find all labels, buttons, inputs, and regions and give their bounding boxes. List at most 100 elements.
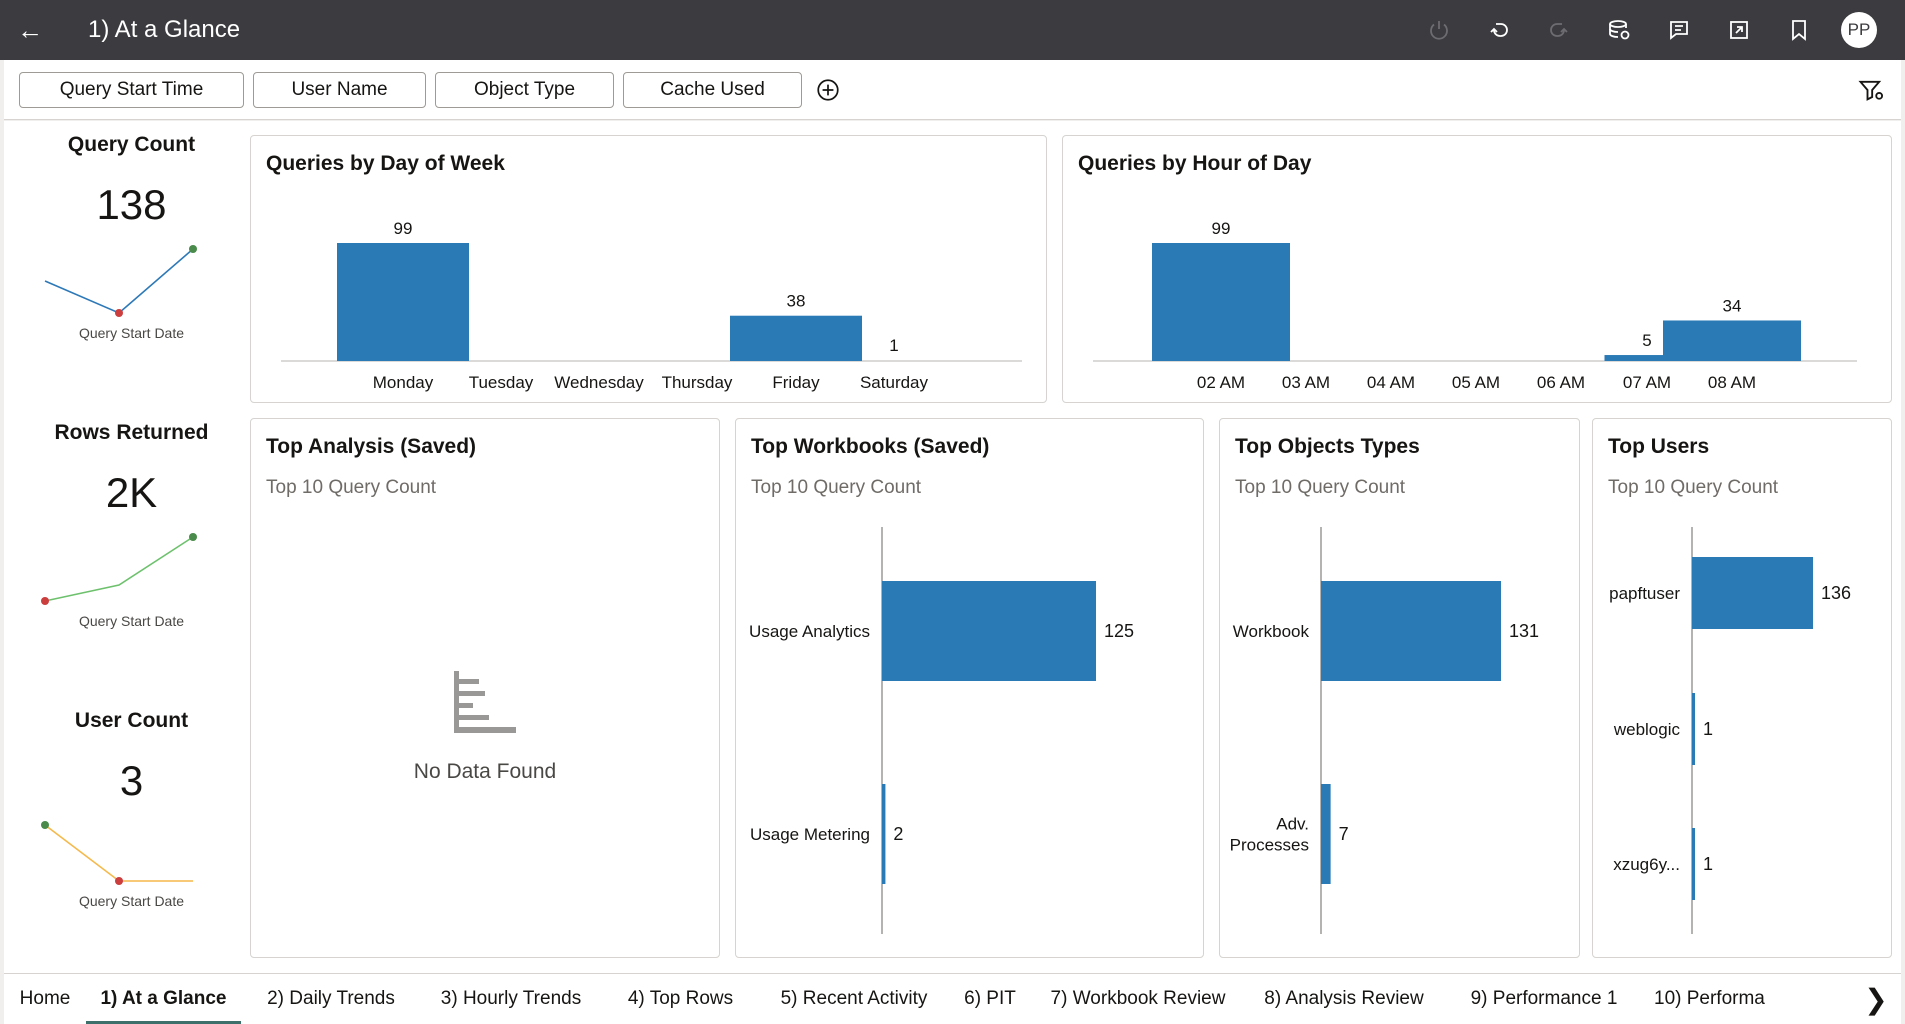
- sparkline-line: [44, 536, 193, 602]
- panel-top-analysis[interactable]: Top Analysis (Saved) Top 10 Query Count …: [250, 418, 720, 958]
- empty-message: No Data Found: [413, 760, 557, 783]
- x-tick-label: Tuesday: [469, 373, 534, 392]
- bar: [1692, 557, 1813, 629]
- bar: [1692, 693, 1695, 765]
- sparkline-point: [114, 309, 123, 317]
- tab-home[interactable]: Home: [19, 988, 71, 1009]
- panel-top-object-types[interactable]: Workbook 131 Adv. Processes 7 Top Objects Ty…: [1219, 418, 1580, 958]
- kpi-axis-label: Query Start Date: [78, 613, 185, 629]
- chart-queries-by-hour: 02 AM 99 03 AM 04 AM 05 AM 06 AM 07 AM 5 08 AM 34: [1093, 219, 1857, 392]
- x-tick-label: Thursday: [662, 373, 733, 392]
- bar: [882, 581, 1096, 681]
- bar: [1604, 355, 1690, 361]
- x-tick-label: 08 AM: [1708, 373, 1756, 392]
- plus-circle-icon[interactable]: [815, 77, 841, 103]
- data-label: 7: [1339, 824, 1349, 844]
- sparkline-point: [114, 877, 123, 885]
- tab-analysis-review[interactable]: 8) Analysis Review: [1264, 988, 1424, 1009]
- kpi-value: 2K: [105, 469, 158, 516]
- kpi-query-count[interactable]: Query Count 138 Query Start Date: [24, 133, 239, 341]
- data-label: 99: [394, 219, 413, 238]
- x-tick-label: 05 AM: [1452, 373, 1500, 392]
- comments-icon: [1670, 21, 1688, 40]
- tab-performance-2[interactable]: 10) Performa: [1654, 988, 1765, 1009]
- x-tick-label: Saturday: [860, 373, 929, 392]
- category-label: Usage Analytics: [749, 622, 870, 641]
- panel-top-workbooks[interactable]: Usage Analytics 125 Usage Metering 2 Top Wo…: [735, 418, 1204, 958]
- kpi-user-count[interactable]: User Count 3 Query Start Date: [24, 709, 239, 909]
- tabs-scroll-right-button[interactable]: ❯: [1851, 974, 1901, 1024]
- dashboard-canvas: Query Count 138 Query Start Date Rows Re…: [4, 121, 1901, 973]
- sparkline: [40, 821, 193, 885]
- export-button[interactable]: [1709, 0, 1769, 60]
- toolbar: PP: [1409, 0, 1877, 60]
- refresh-icon: [1430, 21, 1448, 40]
- x-tick-label: 03 AM: [1282, 373, 1330, 392]
- kpi-rows-returned[interactable]: Rows Returned 2K Query Start Date: [24, 421, 239, 629]
- sparkline-point: [188, 245, 197, 253]
- x-tick-label: Wednesday: [554, 373, 644, 392]
- filter-query-start-time[interactable]: Query Start Time: [19, 71, 244, 108]
- filter-object-type[interactable]: Object Type: [435, 71, 614, 108]
- undo-button[interactable]: [1469, 0, 1529, 60]
- panel-top-users[interactable]: papftuser 136 weblogic 1 xzug6y... 1 Top User…: [1592, 418, 1892, 958]
- panel-queries-by-day[interactable]: Monday 99 Tuesday Wednesday Thursday Friday 38…: [250, 135, 1047, 403]
- category-label: Processes: [1230, 836, 1309, 855]
- category-label: Workbook: [1233, 622, 1310, 641]
- kpi-axis-label: Query Start Date: [78, 893, 185, 909]
- data-label: 38: [787, 292, 806, 311]
- panel-subtitle: Top 10 Query Count: [266, 477, 437, 498]
- kpi-value: 3: [119, 757, 144, 804]
- data-label: 1: [1703, 854, 1713, 874]
- tab-pit[interactable]: 6) PIT: [964, 988, 1016, 1009]
- data-label: 136: [1821, 583, 1851, 603]
- bar: [1321, 581, 1501, 681]
- tab-recent-activity[interactable]: 5) Recent Activity: [780, 988, 928, 1009]
- kpi-title: Query Count: [67, 133, 196, 156]
- data-refresh-button[interactable]: [1589, 0, 1649, 60]
- bar: [1692, 828, 1695, 900]
- header-bar: ← 1) At a Glance: [0, 0, 1905, 60]
- data-label: 99: [1212, 219, 1231, 238]
- x-tick-label: 06 AM: [1537, 373, 1585, 392]
- tab-workbook-review[interactable]: 7) Workbook Review: [1050, 988, 1226, 1009]
- x-tick-label: 07 AM: [1623, 373, 1671, 392]
- filter-bar: Query Start Time User Name Object Type C…: [4, 60, 1901, 120]
- sparkline-point: [40, 821, 49, 829]
- tab-hourly-trends[interactable]: 3) Hourly Trends: [440, 988, 582, 1009]
- panel-queries-by-hour[interactable]: 02 AM 99 03 AM 04 AM 05 AM 06 AM 07 AM 5 08 AM 34…: [1062, 135, 1892, 403]
- filter-cache-used[interactable]: Cache Used: [623, 71, 802, 108]
- category-label: Adv.: [1276, 815, 1309, 834]
- sparkline: [40, 533, 197, 605]
- panel-subtitle: Top 10 Query Count: [1235, 477, 1406, 498]
- page-title: 1) At a Glance: [88, 16, 241, 43]
- redo-button[interactable]: [1529, 0, 1589, 60]
- refresh-button[interactable]: [1409, 0, 1469, 60]
- data-label: 34: [1723, 296, 1742, 315]
- category-label: weblogic: [1613, 720, 1681, 739]
- panel-title: Top Analysis (Saved): [266, 435, 477, 458]
- x-tick-label: 02 AM: [1197, 373, 1245, 392]
- data-refresh-icon: [1609, 20, 1630, 40]
- avatar[interactable]: PP: [1841, 12, 1877, 48]
- filter-user-name[interactable]: User Name: [253, 71, 426, 108]
- chart-queries-by-day: Monday 99 Tuesday Wednesday Thursday Friday 38…: [281, 219, 1022, 392]
- bookmark-button[interactable]: [1769, 0, 1829, 60]
- bar: [337, 243, 469, 361]
- panel-title: Queries by Day of Week: [266, 152, 505, 175]
- tab-at-a-glance[interactable]: 1) At a Glance: [86, 974, 241, 1024]
- comments-button[interactable]: [1649, 0, 1709, 60]
- data-label: 125: [1104, 621, 1134, 641]
- back-button[interactable]: ←: [0, 0, 60, 60]
- panel-title: Top Users: [1608, 435, 1710, 458]
- data-label: 1: [889, 336, 898, 355]
- tab-daily-trends[interactable]: 2) Daily Trends: [267, 988, 395, 1009]
- x-tick-label: Friday: [772, 373, 820, 392]
- bar: [1321, 784, 1331, 884]
- bookmark-icon: [1792, 20, 1806, 41]
- kpi-value: 138: [96, 181, 167, 228]
- tab-top-rows[interactable]: 4) Top Rows: [627, 988, 734, 1009]
- filter-settings-icon[interactable]: [1857, 76, 1885, 104]
- tab-performance-1[interactable]: 9) Performance 1: [1470, 988, 1618, 1009]
